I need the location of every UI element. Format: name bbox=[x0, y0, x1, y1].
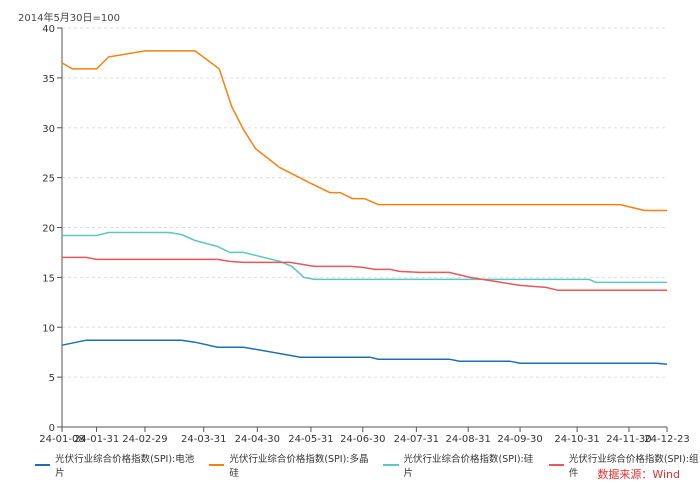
legend-item[interactable]: 光伏行业综合价格指数(SPI):硅片 bbox=[383, 451, 534, 479]
legend-label: 光伏行业综合价格指数(SPI):硅片 bbox=[403, 454, 534, 479]
x-tick-label: 24-03-31 bbox=[181, 434, 226, 445]
series-line-2 bbox=[62, 231, 667, 284]
legend-label: 光伏行业综合价格指数(SPI):组件 bbox=[568, 454, 699, 479]
x-tick-label: 24-01-08 bbox=[39, 434, 84, 445]
y-unit-label: 2014年5月30日=100 bbox=[18, 13, 121, 24]
legend-swatch bbox=[548, 464, 564, 466]
x-tick-label: 24-06-30 bbox=[340, 434, 385, 445]
data-source: 数据来源：Wind bbox=[597, 468, 680, 481]
x-tick-label: 24-01-31 bbox=[74, 434, 119, 445]
legend-item[interactable]: 光伏行业综合价格指数(SPI):组件 bbox=[548, 451, 700, 479]
legend-swatch bbox=[209, 464, 225, 466]
y-tick-label: 20 bbox=[42, 224, 55, 235]
series-line-3 bbox=[62, 256, 667, 292]
legend-swatch bbox=[383, 464, 399, 466]
y-tick-label: 15 bbox=[42, 273, 55, 284]
y-tick-label: 10 bbox=[42, 323, 55, 334]
y-tick-label: 0 bbox=[49, 423, 55, 434]
legend-item[interactable]: 光伏行业综合价格指数(SPI):电池片 bbox=[35, 451, 195, 479]
legend-label: 光伏行业综合价格指数(SPI):电池片 bbox=[55, 454, 195, 479]
y-tick-label: 40 bbox=[42, 24, 55, 35]
x-tick-label: 24-12-23 bbox=[644, 434, 689, 445]
x-tick-label: 24-07-31 bbox=[394, 434, 439, 445]
legend-item[interactable]: 光伏行业综合价格指数(SPI):多晶硅 bbox=[209, 451, 369, 479]
x-tick-label: 24-08-31 bbox=[446, 434, 491, 445]
series-line-1 bbox=[61, 50, 667, 212]
x-tick-label: 24-05-31 bbox=[288, 434, 333, 445]
series-line-0 bbox=[61, 339, 668, 365]
x-tick-label: 24-09-30 bbox=[497, 434, 542, 445]
x-tick-label: 24-02-29 bbox=[122, 434, 167, 445]
y-tick-label: 25 bbox=[42, 174, 55, 185]
y-tick-label: 30 bbox=[42, 124, 55, 135]
x-tick-label: 24-04-30 bbox=[235, 434, 280, 445]
y-tick-label: 35 bbox=[42, 74, 55, 85]
x-tick-label: 24-11-30 bbox=[606, 434, 651, 445]
legend-swatch bbox=[35, 464, 51, 466]
legend-label: 光伏行业综合价格指数(SPI):多晶硅 bbox=[229, 454, 369, 479]
x-tick-label: 24-10-31 bbox=[554, 434, 599, 445]
y-tick-label: 5 bbox=[49, 373, 55, 384]
legend: 光伏行业综合价格指数(SPI):电池片 光伏行业综合价格指数(SPI):多晶硅 光伏… bbox=[35, 451, 700, 479]
